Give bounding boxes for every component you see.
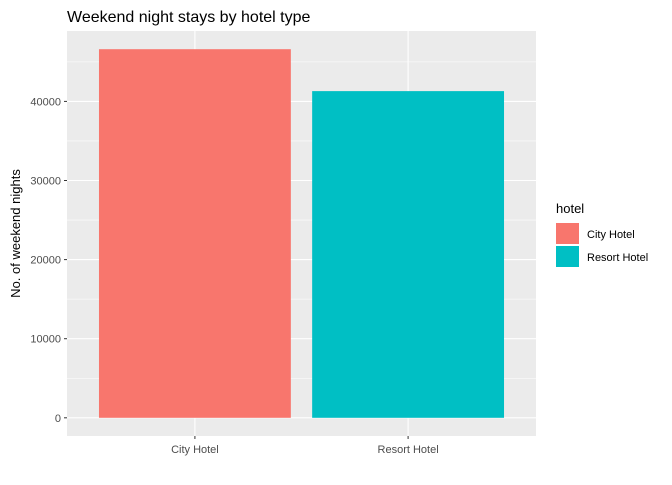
legend-key [556,246,579,267]
legend: hotel City Hotel Resort Hotel [556,201,648,267]
chart-title: Weekend night stays by hotel type [67,9,311,26]
y-tick-label: 30000 [30,176,61,188]
legend-title: hotel [556,201,584,216]
legend-items: City Hotel Resort Hotel [556,223,648,267]
x-tick-label: Resort Hotel [378,444,439,456]
x-tick-label: City Hotel [171,444,219,456]
legend-label: Resort Hotel [587,252,648,264]
y-tick-label: 10000 [30,334,61,346]
y-axis-label: No. of weekend nights [8,169,23,298]
bar [312,91,505,418]
y-tick-label: 20000 [30,255,61,267]
legend-label: City Hotel [587,229,635,241]
axes: 0 10000 20000 30000 40000 City Hotel Resort Ho… [30,96,438,456]
bars [98,49,505,418]
legend-key [556,223,579,244]
y-tick-label: 0 [55,413,61,425]
y-tick-label: 40000 [30,96,61,108]
bar [98,49,291,418]
